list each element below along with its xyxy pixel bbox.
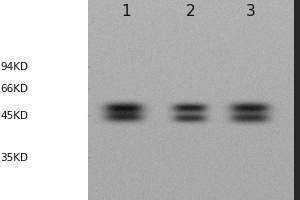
Text: 94KD: 94KD (0, 62, 28, 72)
Text: 66KD: 66KD (0, 84, 28, 94)
Text: 3: 3 (246, 4, 255, 20)
Text: 35KD: 35KD (0, 153, 28, 163)
Text: 2: 2 (186, 4, 195, 20)
Text: 1: 1 (121, 4, 131, 20)
Text: 45KD: 45KD (0, 111, 28, 121)
